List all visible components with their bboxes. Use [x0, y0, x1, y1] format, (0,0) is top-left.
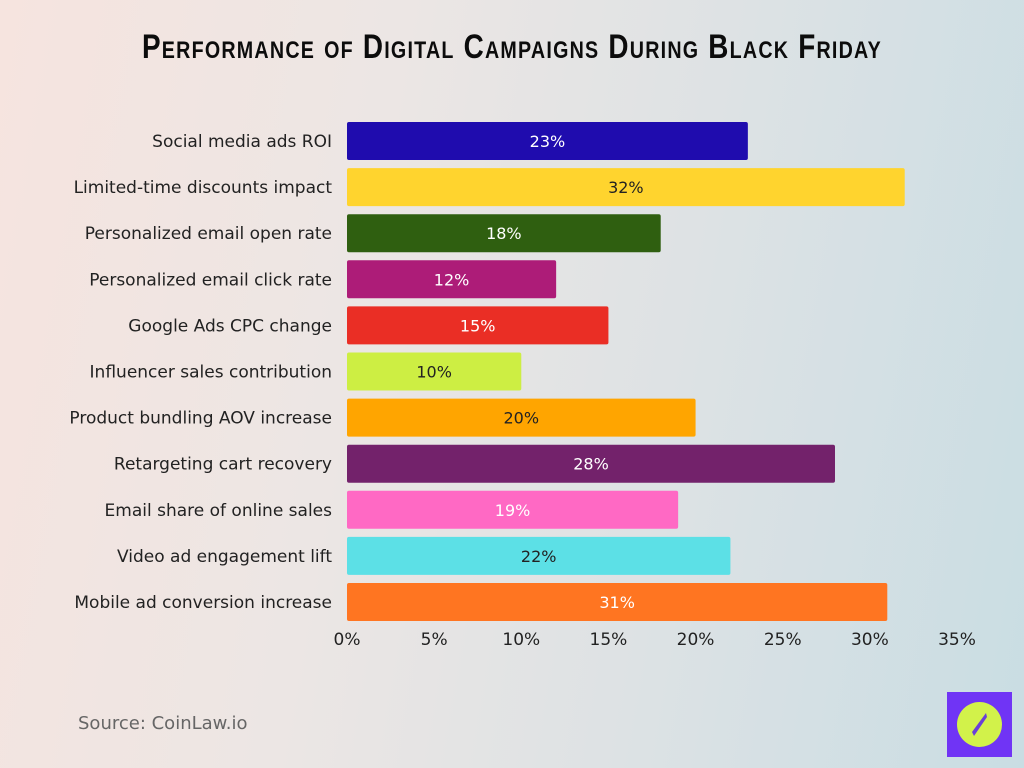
category-label: Mobile ad conversion increase [74, 593, 332, 613]
bar [347, 583, 888, 621]
x-tick-label: 15% [590, 630, 628, 650]
x-tick-label: 35% [938, 630, 976, 650]
source-text: Source: CoinLaw.io [78, 713, 248, 734]
bar [347, 168, 905, 207]
category-label: Influencer sales contribution [90, 363, 332, 383]
data-label: 18% [486, 224, 522, 243]
x-tick-label: 25% [764, 630, 802, 650]
bar [347, 122, 748, 160]
data-label: 19% [495, 501, 531, 520]
bar [347, 444, 835, 483]
data-label: 28% [573, 455, 609, 474]
x-tick-label: 20% [677, 630, 715, 650]
logo [947, 692, 1012, 757]
x-tick-label: 5% [421, 630, 448, 650]
x-tick-label: 30% [851, 630, 889, 650]
data-label: 12% [434, 270, 470, 289]
bar [347, 306, 609, 345]
bar [347, 490, 679, 529]
category-label: Email share of online sales [105, 501, 333, 521]
bar [347, 260, 557, 299]
category-label: Social media ads ROI [152, 132, 332, 152]
category-label: Video ad engagement lift [117, 547, 332, 567]
category-label: Retargeting cart recovery [114, 455, 332, 475]
bar [347, 214, 661, 253]
category-label: Google Ads CPC change [128, 316, 332, 336]
data-label: 31% [599, 593, 635, 612]
x-tick-label: 0% [334, 630, 361, 650]
bar [347, 398, 696, 437]
compass-icon [957, 702, 1002, 747]
data-label: 10% [416, 363, 452, 382]
x-tick-label: 10% [502, 630, 540, 650]
chart-title: Performance of Digital Campaigns During … [141, 28, 883, 66]
data-label: 15% [460, 316, 496, 335]
category-label: Personalized email click rate [89, 270, 332, 290]
data-label: 22% [521, 547, 557, 566]
bar [347, 352, 522, 391]
category-label: Personalized email open rate [85, 224, 332, 244]
category-label: Limited-time discounts impact [74, 178, 333, 198]
data-label: 20% [504, 409, 540, 428]
data-label: 32% [608, 178, 644, 197]
bar [347, 536, 731, 575]
category-label: Product bundling AOV increase [69, 409, 332, 429]
data-label: 23% [530, 132, 566, 151]
